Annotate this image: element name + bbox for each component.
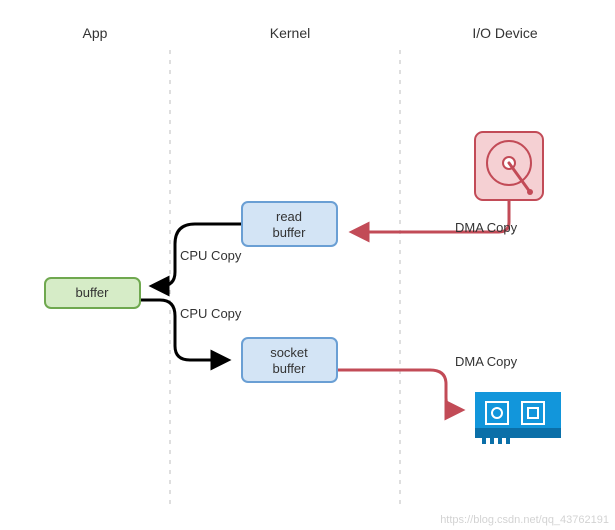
edge-cpu-in: CPU Copy bbox=[152, 224, 242, 286]
node-disk-icon bbox=[475, 132, 543, 200]
edge-dma-in: DMA Copy bbox=[352, 200, 518, 235]
edge-label-dma-out: DMA Copy bbox=[455, 354, 518, 369]
node-label-read-buffer-2: buffer bbox=[272, 225, 306, 240]
column-label-kernel: Kernel bbox=[270, 25, 310, 41]
edge-label-dma-in: DMA Copy bbox=[455, 220, 518, 235]
node-read-buffer: read buffer bbox=[242, 202, 337, 246]
node-label-socket-buffer-2: buffer bbox=[272, 361, 306, 376]
node-socket-buffer: socket buffer bbox=[242, 338, 337, 382]
node-nic-icon bbox=[475, 392, 561, 444]
column-label-io: I/O Device bbox=[472, 25, 538, 41]
column-label-app: App bbox=[83, 25, 108, 41]
edge-cpu-out: CPU Copy bbox=[140, 300, 242, 360]
node-label-read-buffer-1: read bbox=[276, 209, 302, 224]
edge-label-cpu-in: CPU Copy bbox=[180, 248, 242, 263]
edge-label-cpu-out: CPU Copy bbox=[180, 306, 242, 321]
node-label-buffer: buffer bbox=[75, 285, 109, 300]
watermark: https://blog.csdn.net/qq_43762191 bbox=[440, 514, 609, 526]
node-label-socket-buffer-1: socket bbox=[270, 345, 308, 360]
node-app-buffer: buffer bbox=[45, 278, 140, 308]
